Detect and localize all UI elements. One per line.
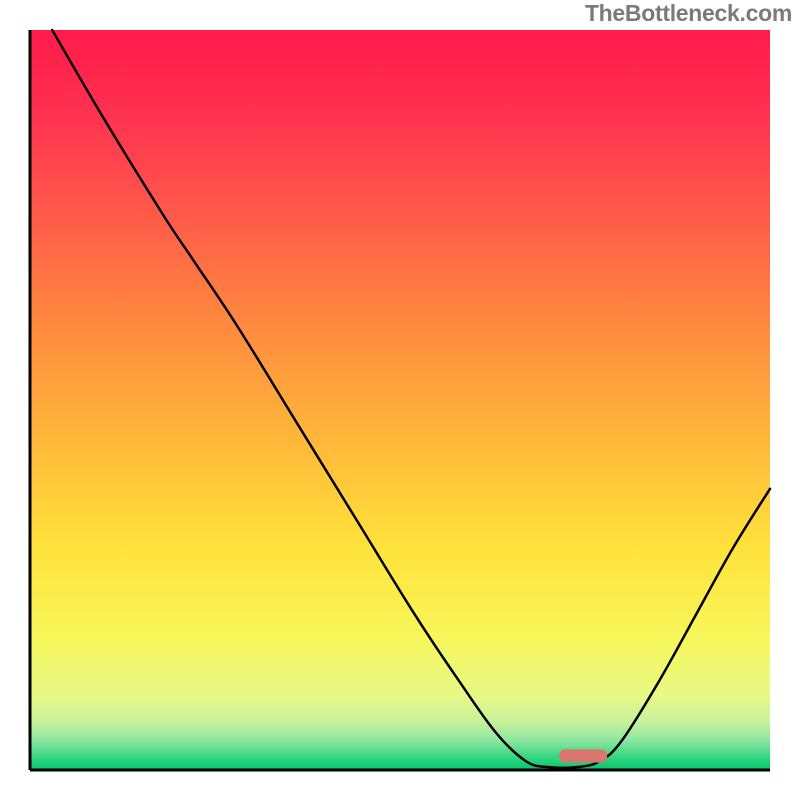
plot-background — [30, 30, 770, 770]
chart-container: TheBottleneck.com — [0, 0, 800, 800]
watermark-text: TheBottleneck.com — [585, 0, 792, 27]
optimal-marker — [559, 749, 607, 762]
bottleneck-chart — [0, 0, 800, 800]
